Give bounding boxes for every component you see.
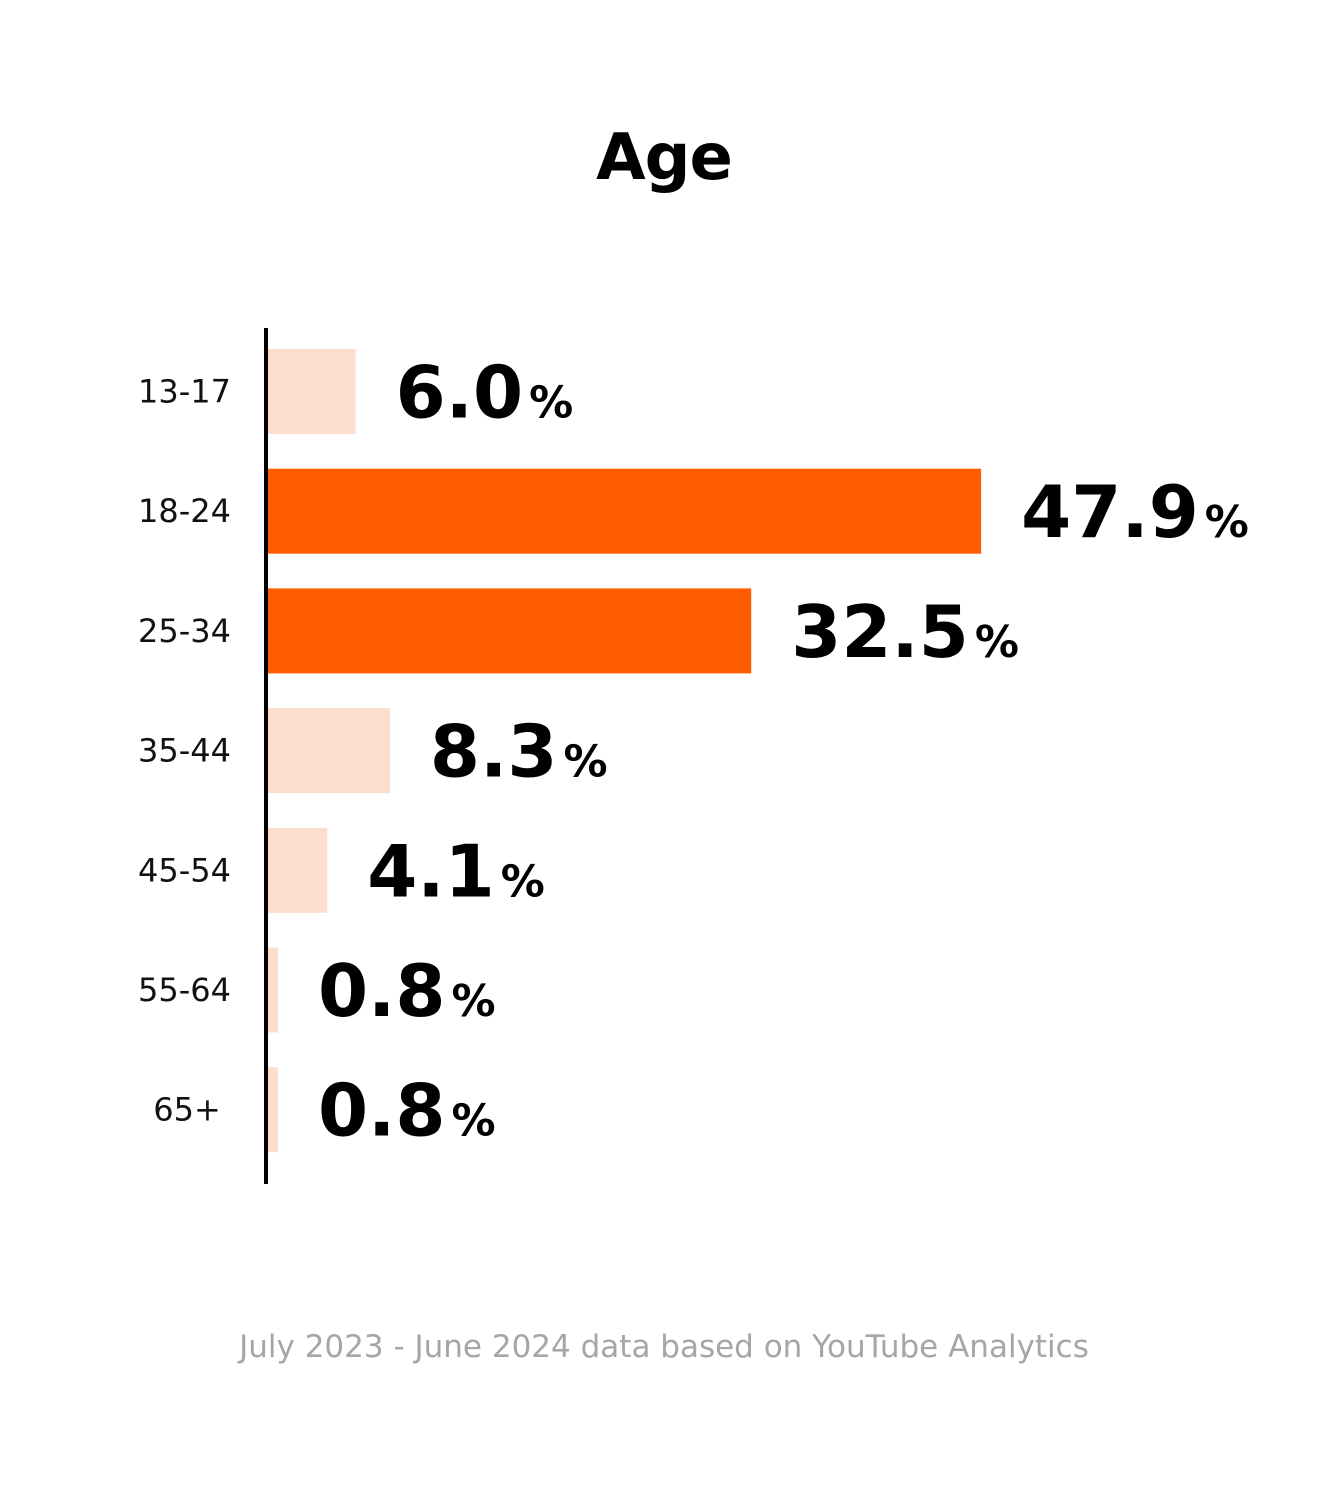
chart-title: Age — [596, 121, 733, 195]
bar-13-17 — [266, 349, 356, 434]
bar-45-54 — [266, 827, 328, 913]
bar-55-64 — [266, 947, 278, 1033]
bar-35-44 — [266, 708, 390, 794]
value-label-45-54: 4.1% — [367, 829, 545, 913]
value-label-55-64: 0.8% — [318, 949, 496, 1033]
value-label-65plus: 0.8% — [318, 1069, 496, 1153]
data-source-footnote: July 2023 - June 2024 data based on YouT… — [239, 1329, 1089, 1365]
value-label-13-17: 6.0% — [396, 351, 574, 435]
category-label-18-24: 18-24 — [138, 492, 231, 530]
bar-18-24 — [266, 468, 982, 554]
bar-25-34 — [266, 588, 752, 674]
category-label-13-17: 13-17 — [138, 373, 231, 411]
category-label-55-64: 55-64 — [138, 971, 231, 1009]
value-label-18-24: 47.9% — [1021, 470, 1249, 554]
category-label-65plus: 65+ — [153, 1091, 221, 1129]
value-label-25-34: 32.5% — [791, 590, 1019, 674]
category-label-25-34: 25-34 — [138, 612, 231, 650]
category-label-35-44: 35-44 — [138, 732, 231, 770]
category-label-45-54: 45-54 — [138, 851, 231, 889]
value-label-35-44: 8.3% — [430, 710, 608, 794]
bar-65plus — [266, 1067, 278, 1153]
